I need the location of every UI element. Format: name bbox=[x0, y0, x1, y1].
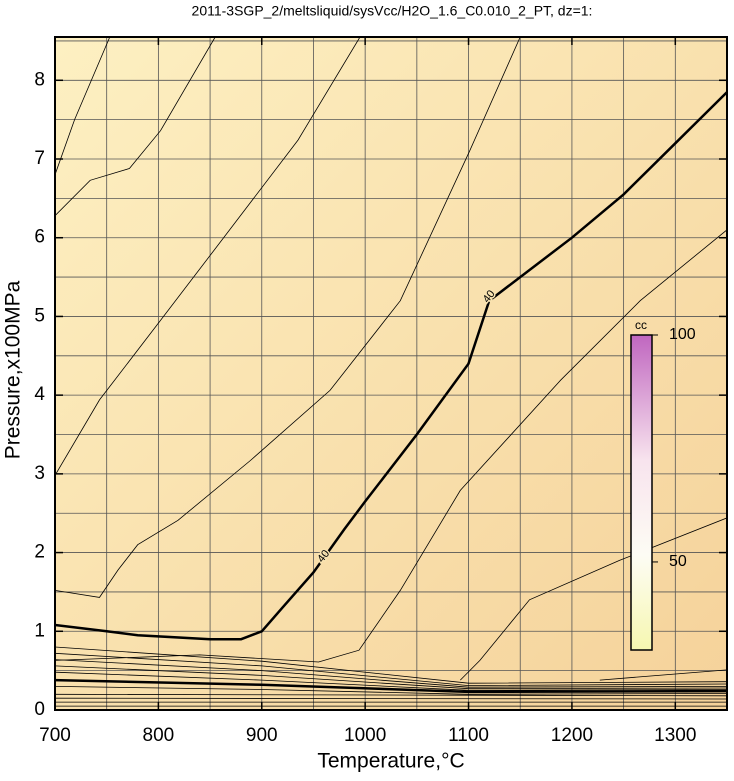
plot-area bbox=[55, 37, 727, 710]
y-tick-label: 7 bbox=[34, 148, 45, 169]
colorbar bbox=[630, 334, 653, 651]
contour-line bbox=[55, 229, 727, 663]
y-tick-label: 8 bbox=[34, 69, 45, 90]
contour-line bbox=[460, 517, 727, 681]
contour-line bbox=[55, 37, 521, 598]
contour-line bbox=[55, 693, 727, 697]
contour-line bbox=[599, 669, 727, 681]
contour-line bbox=[55, 646, 727, 684]
y-tick-label: 0 bbox=[34, 699, 45, 720]
contour-line-bold bbox=[55, 91, 727, 641]
contour-line bbox=[55, 665, 727, 690]
y-tick-label: 5 bbox=[34, 305, 45, 326]
contour-line bbox=[55, 659, 727, 688]
x-tick-label: 1200 bbox=[551, 725, 593, 746]
x-tick-label: 1000 bbox=[344, 725, 386, 746]
x-tick-label: 1100 bbox=[448, 725, 489, 746]
contour-line bbox=[55, 697, 727, 700]
x-tick-label: 1300 bbox=[654, 725, 696, 746]
x-axis-label: Temperature,°C bbox=[317, 750, 464, 773]
chart-title: 2011-3SGP_2/meltsliquid/sysVcc/H2O_1.6_C… bbox=[192, 3, 593, 19]
colorbar-tick-label: 100 bbox=[669, 326, 696, 343]
y-tick-label: 1 bbox=[34, 620, 45, 641]
contour-line bbox=[55, 671, 727, 691]
y-tick-label: 2 bbox=[34, 542, 45, 563]
frame bbox=[54, 36, 728, 711]
contour-line-bold bbox=[55, 678, 727, 694]
contour-line bbox=[55, 686, 727, 695]
contour-line bbox=[55, 652, 727, 687]
contour-line bbox=[55, 37, 216, 216]
y-tick-label: 4 bbox=[34, 384, 45, 405]
y-tick-label: 6 bbox=[34, 227, 45, 248]
contour-line bbox=[55, 37, 361, 476]
colorbar-label: cc bbox=[635, 318, 647, 332]
contour-line bbox=[55, 37, 111, 175]
x-tick-label: 900 bbox=[246, 725, 278, 746]
y-axis-label: Pressure,x100MPa bbox=[2, 280, 25, 459]
x-tick-label: 800 bbox=[143, 725, 175, 746]
colorbar-tick-label: 50 bbox=[669, 553, 687, 570]
y-tick-label: 3 bbox=[34, 463, 45, 484]
x-tick-label: 700 bbox=[39, 725, 71, 746]
